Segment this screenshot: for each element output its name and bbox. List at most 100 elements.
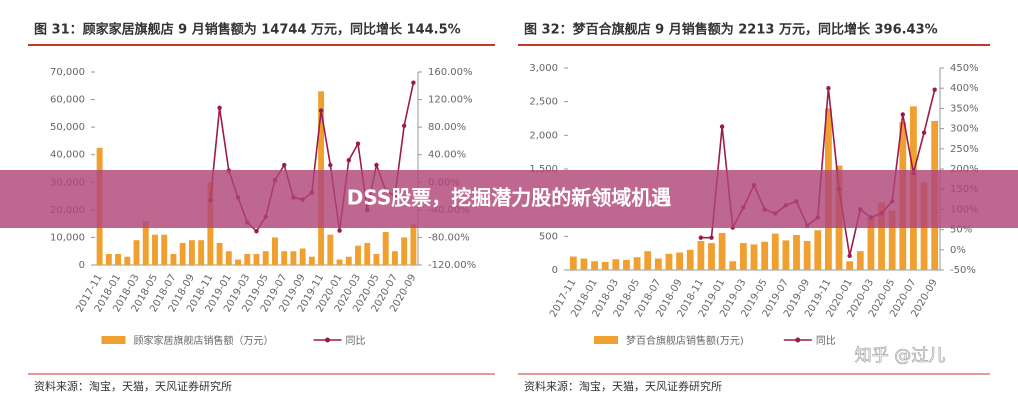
point bbox=[346, 158, 351, 163]
bar bbox=[761, 241, 769, 270]
bar bbox=[697, 241, 705, 270]
bar bbox=[410, 224, 417, 265]
y2-tick-label: 200% bbox=[950, 164, 979, 175]
bar bbox=[188, 240, 195, 265]
bar bbox=[856, 251, 864, 270]
bar bbox=[244, 253, 251, 265]
bar bbox=[272, 237, 278, 265]
bar bbox=[601, 261, 609, 270]
title-rule bbox=[28, 44, 495, 46]
bar bbox=[401, 237, 408, 265]
point bbox=[719, 124, 725, 129]
bar bbox=[225, 251, 232, 265]
y2-tick-label: 400% bbox=[950, 83, 979, 94]
point bbox=[281, 162, 287, 168]
y2-tick-label: -80.00% bbox=[428, 232, 470, 243]
point bbox=[900, 112, 905, 117]
y2-tick-label: 120.00% bbox=[428, 95, 473, 106]
y2-tick-label: -120.00% bbox=[428, 260, 476, 271]
banner-title: DSS股票，挖掘潜力股的新领域机遇 bbox=[347, 186, 672, 210]
bar bbox=[729, 261, 737, 270]
bar bbox=[846, 261, 854, 270]
point bbox=[826, 86, 831, 91]
bar bbox=[591, 261, 598, 270]
bar bbox=[665, 253, 673, 270]
bar bbox=[771, 233, 779, 270]
bar bbox=[888, 210, 896, 270]
point bbox=[254, 229, 259, 234]
bar bbox=[262, 251, 269, 265]
chart-title: 图 31：顾家家居旗舰店 9 月销售额为 14744 万元，同比增长 144.5… bbox=[34, 22, 461, 38]
bar bbox=[569, 256, 577, 270]
y2-tick-label: 80.00% bbox=[428, 122, 466, 133]
y2-tick-label: 50% bbox=[950, 225, 972, 236]
point bbox=[698, 235, 704, 240]
legend-label: 同比 bbox=[346, 335, 366, 347]
banner-band bbox=[0, 170, 1018, 228]
y2-tick-label: 0% bbox=[950, 245, 966, 256]
legend-swatch bbox=[594, 336, 618, 344]
bar bbox=[170, 253, 177, 265]
point bbox=[847, 253, 852, 259]
bar bbox=[373, 253, 380, 265]
bar bbox=[644, 251, 652, 270]
y2-tick-label: 250% bbox=[950, 144, 979, 155]
point bbox=[921, 130, 927, 135]
bar bbox=[676, 252, 684, 270]
bar bbox=[793, 234, 800, 270]
bar bbox=[235, 259, 241, 265]
y-tick-label: 0 bbox=[552, 265, 558, 276]
legend-swatch bbox=[325, 337, 330, 343]
bar bbox=[253, 253, 260, 265]
bar bbox=[142, 220, 149, 265]
source: 资料来源：淘宝，天猫，天风证券研究所 bbox=[34, 379, 232, 393]
bar bbox=[708, 243, 715, 270]
y2-tick-label: -50% bbox=[950, 265, 976, 276]
bar bbox=[391, 251, 398, 265]
bar bbox=[867, 217, 875, 270]
point bbox=[355, 141, 361, 146]
legend-swatch bbox=[101, 336, 126, 344]
y2-tick-label: 300% bbox=[950, 124, 979, 135]
bar bbox=[814, 230, 822, 270]
y-tick-label: 50,000 bbox=[50, 122, 85, 133]
bar bbox=[281, 251, 288, 265]
point bbox=[401, 123, 407, 128]
bar bbox=[355, 245, 361, 265]
y-tick-label: 40,000 bbox=[50, 150, 85, 161]
legend-label: 顾家家居旗舰店销售额（万元） bbox=[134, 334, 274, 347]
bar bbox=[803, 241, 811, 270]
bar bbox=[580, 258, 588, 270]
bar bbox=[179, 242, 186, 265]
bar bbox=[161, 234, 168, 265]
y-tick-label: 2,500 bbox=[529, 97, 558, 108]
bar bbox=[299, 248, 306, 265]
bar bbox=[133, 240, 140, 265]
bar bbox=[290, 251, 297, 265]
bar bbox=[623, 259, 630, 270]
bar bbox=[718, 232, 726, 270]
point bbox=[328, 162, 333, 168]
bar bbox=[612, 259, 620, 270]
legend-swatch bbox=[795, 337, 801, 343]
bar bbox=[336, 259, 343, 265]
y2-tick-label: 450% bbox=[950, 63, 979, 74]
y-tick-label: 2,000 bbox=[529, 130, 558, 141]
bar bbox=[198, 240, 205, 265]
y-tick-label: 10,000 bbox=[50, 232, 85, 243]
bar bbox=[152, 234, 158, 265]
point bbox=[374, 162, 379, 168]
y-tick-label: 500 bbox=[539, 231, 558, 242]
legend-label: 同比 bbox=[816, 335, 836, 347]
y-tick-label: 3,000 bbox=[529, 63, 558, 74]
title-rule bbox=[518, 44, 990, 46]
point bbox=[318, 108, 324, 113]
bar bbox=[124, 256, 131, 265]
bar bbox=[216, 242, 223, 265]
bar bbox=[750, 244, 758, 270]
bar bbox=[633, 257, 641, 270]
point bbox=[709, 235, 714, 240]
chart-title: 图 32：梦百合旗舰店 9 月销售额为 2213 万元，同比增长 396.43% bbox=[524, 22, 938, 38]
bar bbox=[382, 231, 389, 265]
